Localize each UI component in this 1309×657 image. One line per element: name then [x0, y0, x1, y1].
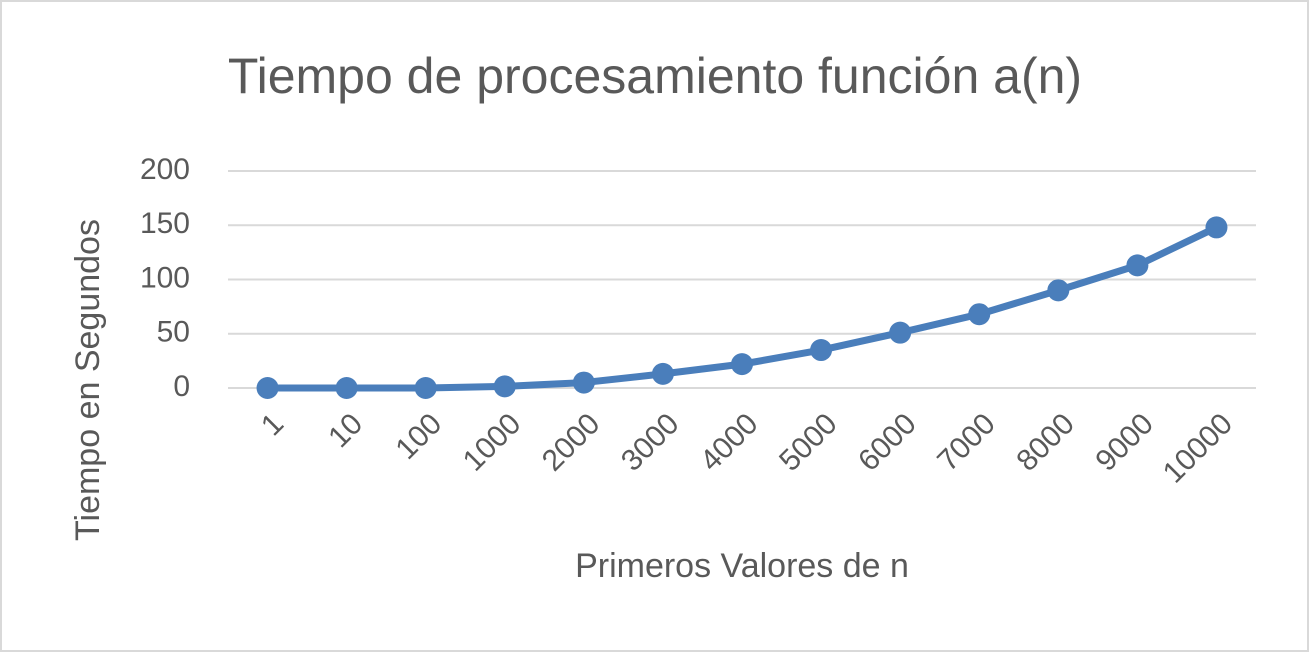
point — [1047, 279, 1070, 302]
point — [1126, 254, 1149, 277]
point — [651, 362, 674, 385]
point — [889, 321, 912, 344]
point — [1205, 216, 1228, 239]
y-tick-label: 150 — [140, 207, 190, 240]
point — [493, 375, 516, 398]
y-tick-label: 200 — [140, 153, 190, 186]
y-tick-label: 50 — [157, 316, 190, 349]
point — [810, 339, 833, 362]
point — [968, 303, 991, 326]
point — [572, 371, 595, 394]
point — [414, 377, 437, 399]
y-tick-label: 100 — [140, 261, 190, 294]
point — [731, 353, 753, 376]
y-axis-title: Tiempo en Segundos — [69, 219, 107, 541]
x-axis-title: Primeros Valores de n — [575, 547, 909, 585]
y-tick-label: 0 — [173, 370, 190, 403]
point — [335, 377, 358, 399]
chart-title: Tiempo de procesamiento función a(n) — [228, 48, 1082, 104]
point — [256, 377, 279, 399]
